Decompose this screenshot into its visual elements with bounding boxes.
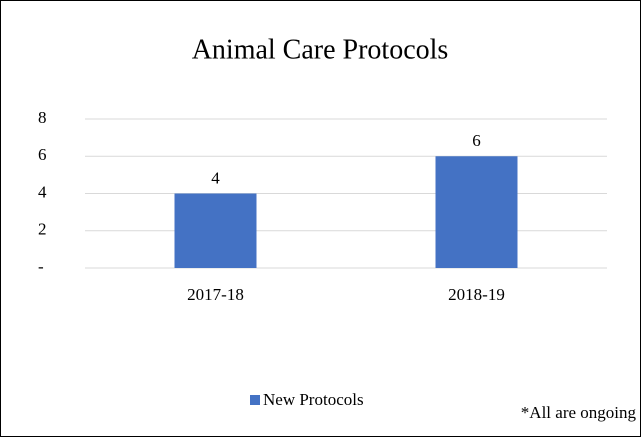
annotation: *All are ongoing: [521, 403, 637, 422]
legend-label: New Protocols: [263, 390, 364, 409]
y-tick-label: -: [38, 257, 44, 276]
data-label: 4: [211, 168, 220, 187]
y-tick-label: 4: [38, 182, 47, 201]
x-tick-label: 2018-19: [448, 285, 505, 304]
chart-title: Animal Care Protocols: [192, 34, 449, 65]
y-tick-label: 2: [38, 220, 47, 239]
data-label: 6: [472, 131, 481, 150]
y-tick-label: 8: [38, 108, 47, 127]
x-tick-label: 2017-18: [187, 285, 244, 304]
y-tick-label: 6: [38, 145, 47, 164]
legend-swatch: [250, 395, 260, 405]
bar: [435, 156, 518, 268]
bar: [174, 193, 257, 268]
